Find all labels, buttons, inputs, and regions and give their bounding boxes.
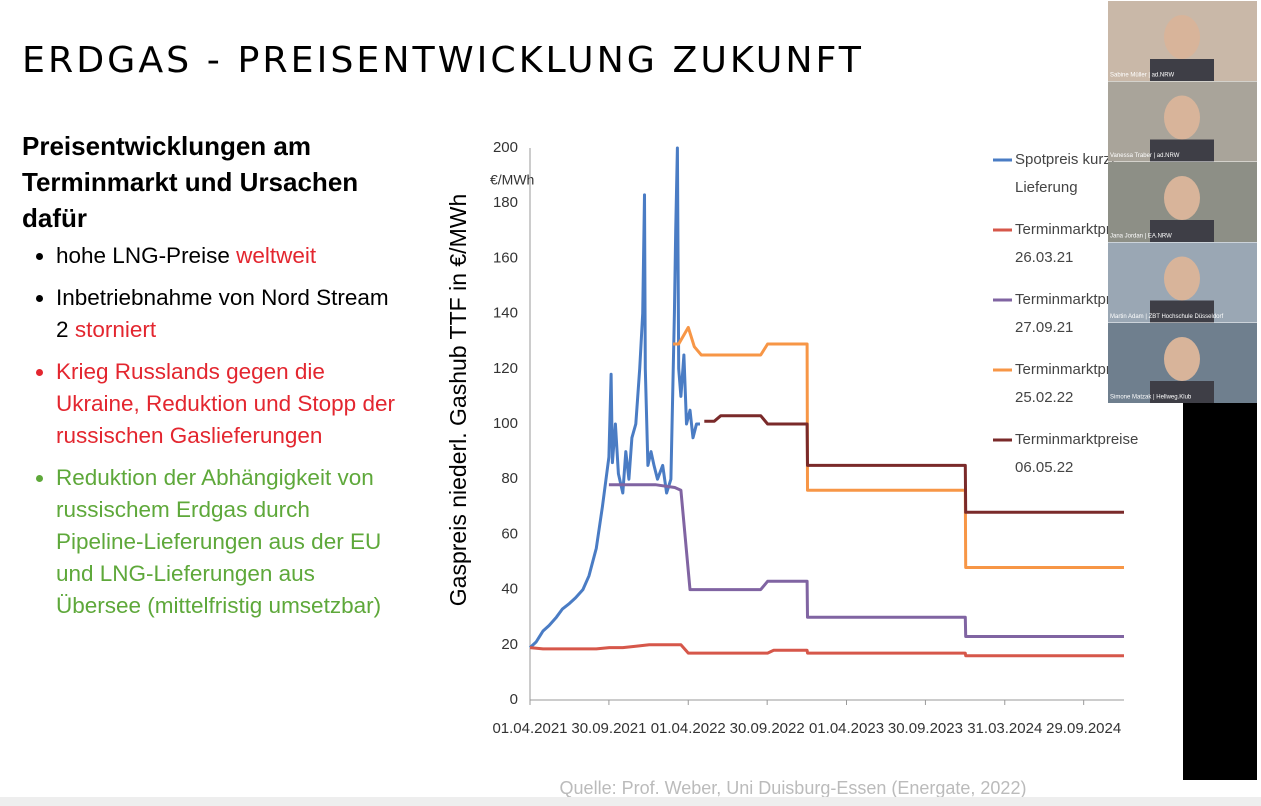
bullet-text: Inbetriebnahme von Nord Stream 2 [56,285,389,342]
participant-head [1164,337,1200,381]
x-tick-label: 29.09.2024 [1046,720,1121,737]
video-panel [1183,403,1257,780]
x-tick-label: 31.03.2024 [967,720,1042,737]
participant-body [1150,139,1214,162]
source: Quelle: Prof. Weber, Uni Duisburg-Essen … [560,778,1027,798]
y-tick-label: 160 [493,249,518,266]
x-tick-label: 01.04.2021 [492,720,567,737]
series-line [528,146,700,649]
legend-label: Terminmarktpreise 27.09.21 [1015,291,1138,336]
legend-label: Terminmarktpreise 06.05.22 [1015,431,1138,476]
legend-label: Terminmarktpreise 26.03.21 [1015,221,1138,266]
y-tick-label: 40 [501,581,518,598]
slide-title: ERDGAS - PREISENTWICKLUNG ZUKUNFT [22,40,864,81]
bottom-bar [0,797,1261,806]
participant-name: Martin Adam | ZBT Hochschule Düsseldorf [1110,314,1223,320]
bullet-text: storniert [74,317,157,342]
participant-body [1150,300,1214,323]
participant-name: Sabine Müller | ad.NRW [1110,73,1174,79]
legend-label: Spotpreis kurzf Lieferung [1015,151,1116,196]
x-tick-label: 30.09.2021 [571,720,646,737]
x-tick-label: 01.04.2022 [651,720,726,737]
y-axis-title: Gaspreis niederl. Gashub TTF in €/MWh [445,194,471,606]
heading: Preisentwicklungen am Terminmarkt und Ur… [22,131,359,233]
participant-name: Vanessa Traber | ad.NRW [1110,153,1180,159]
bullet: Reduktion der Abhängigkeit von russische… [56,462,402,622]
y-unit: €/MWh [490,172,534,188]
participant-body [1150,381,1214,403]
x-tick-label: 30.09.2022 [730,720,805,737]
y-tick-label: 100 [493,415,518,432]
participant-head [1164,95,1200,140]
participant-name: Simone Matzak | Hellweg.Klub [1110,395,1192,401]
participant-body [1150,220,1214,242]
bullet: Inbetriebnahme von Nord Stream 2stornier… [56,282,402,346]
y-tick-label: 20 [501,636,518,653]
bullet-text: weltweit [236,243,317,268]
participant-head [1164,176,1200,220]
y-tick-label: 80 [501,470,518,487]
y-tick-label: 200 [493,139,518,156]
y-tick-label: 120 [493,360,518,377]
participant-body [1150,59,1214,81]
participant-head [1164,15,1200,59]
y-tick-label: 60 [501,525,518,542]
x-tick-label: 30.09.2023 [888,720,963,737]
y-tick-label: 0 [510,691,518,708]
legend-label: Terminmarktpreise 25.02.22 [1015,361,1138,406]
bullet-text: hohe LNG-Preise [56,243,230,268]
series-line [608,483,1124,638]
x-tick-label: 01.04.2023 [809,720,884,737]
series-line [529,643,1124,658]
bullet: Krieg Russlands gegen die Ukraine, Reduk… [56,356,402,452]
slide-text: Preisentwicklungen am Terminmarkt und Ur… [22,128,402,632]
y-tick-label: 140 [493,305,518,322]
participant-name: Jana Jordan | EA.NRW [1110,234,1172,240]
y-tick-label: 180 [493,194,518,211]
series-line [704,414,1124,514]
bullet-text: Reduktion der Abhängigkeit von russische… [56,465,382,618]
bullet-text: Krieg Russlands gegen die Ukraine, Reduk… [56,359,395,448]
participant-head [1164,256,1200,301]
